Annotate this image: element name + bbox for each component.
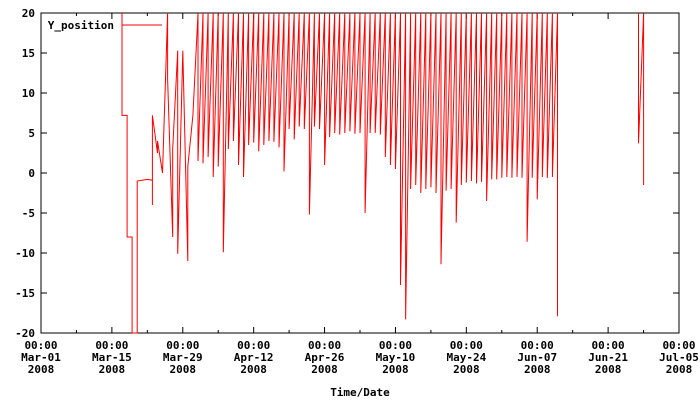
y-tick-label: 20 bbox=[22, 7, 35, 20]
x-axis-title: Time/Date bbox=[330, 386, 390, 399]
y-tick-label: 10 bbox=[22, 87, 35, 100]
x-tick-label: 00:00 May-10 2008 bbox=[376, 339, 416, 376]
legend-label-y-position: Y_position bbox=[48, 19, 114, 32]
x-tick-label: 00:00 Apr-26 2008 bbox=[305, 339, 345, 376]
y-tick-label: 5 bbox=[28, 127, 35, 140]
x-tick-label: 00:00 Jun-21 2008 bbox=[588, 339, 628, 376]
x-tick-label: 00:00 Jun-07 2008 bbox=[517, 339, 557, 376]
y-tick-label: -15 bbox=[15, 287, 35, 300]
x-tick-label: 00:00 Mar-29 2008 bbox=[163, 339, 203, 376]
x-axis: 00:00 Mar-01 2008 00:00 Mar-15 2008 00:00 Mar-2… bbox=[21, 13, 699, 376]
x-tick-label: 00:00 May-24 2008 bbox=[446, 339, 486, 376]
y-tick-label: -10 bbox=[15, 247, 35, 260]
y-tick-label: -5 bbox=[22, 207, 35, 220]
x-tick-label: 00:00 Mar-15 2008 bbox=[92, 339, 132, 376]
y-axis: -20 -15 -10 -5 0 5 10 15 20 bbox=[15, 7, 679, 340]
legend: Y_position bbox=[48, 19, 162, 32]
series-line-1 bbox=[638, 12, 645, 185]
y-tick-label: 15 bbox=[22, 47, 35, 60]
y-tick-label: 0 bbox=[28, 167, 35, 180]
plot-lines bbox=[121, 12, 645, 334]
series-line-0 bbox=[121, 12, 558, 334]
x-tick-label: 00:00 Jul-05 2008 bbox=[659, 339, 699, 376]
x-tick-label: 00:00 Mar-01 2008 bbox=[21, 339, 61, 376]
x-tick-label: 00:00 Apr-12 2008 bbox=[234, 339, 274, 376]
y-tick-label: -20 bbox=[15, 327, 35, 340]
